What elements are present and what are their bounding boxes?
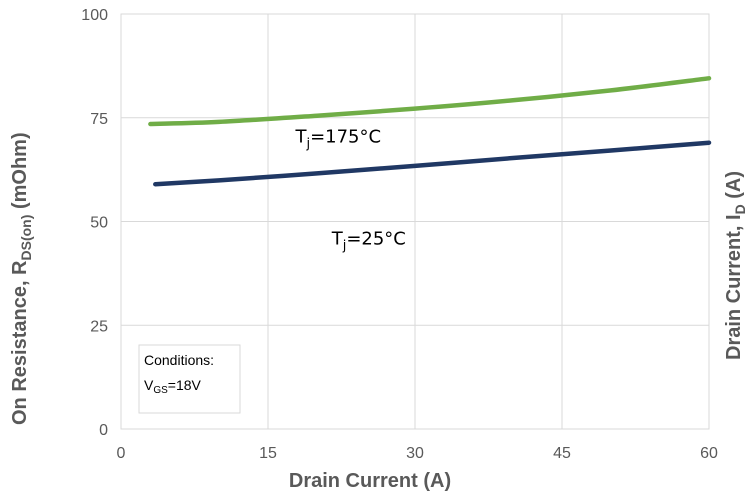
x-tick-label: 45 [553, 445, 571, 462]
y-tick-label: 50 [90, 215, 108, 232]
y-axis-title: On Resistance, RDS(on) (mOhm) [9, 132, 34, 425]
annotation-label-1: Tj=175°C [294, 127, 381, 152]
y-tick-label: 0 [99, 422, 108, 439]
plot-area [120, 13, 710, 430]
conditions-box: Conditions: VGS=18V [138, 344, 241, 414]
y-tick-label: 75 [90, 111, 108, 128]
x-tick-label: 30 [406, 445, 424, 462]
x-axis-title: Drain Current (A) [289, 470, 451, 492]
y-tick-labels: 0 25 50 75 100 [81, 7, 108, 439]
annotation-label-2: Tj=25°C [331, 228, 406, 253]
conditions-title: Conditions: [144, 352, 214, 368]
series-line-1 [148, 76, 712, 127]
series-line-2 [153, 140, 712, 187]
annotations: Tj=175°C Tj=25°C [294, 127, 405, 254]
gridlines [121, 14, 709, 429]
x-tick-label: 60 [700, 445, 718, 462]
y-tick-label: 25 [90, 318, 108, 335]
conditions-box-border [138, 344, 241, 414]
x-tick-label: 15 [259, 445, 277, 462]
series-lines [148, 76, 712, 187]
conditions-value: VGS=18V [144, 377, 202, 396]
x-tick-labels: 0 15 30 45 60 [117, 445, 718, 462]
y2-axis-title: Drain Current, ID (A) [723, 171, 745, 360]
y-tick-label: 100 [81, 7, 108, 24]
x-tick-label: 0 [117, 445, 126, 462]
